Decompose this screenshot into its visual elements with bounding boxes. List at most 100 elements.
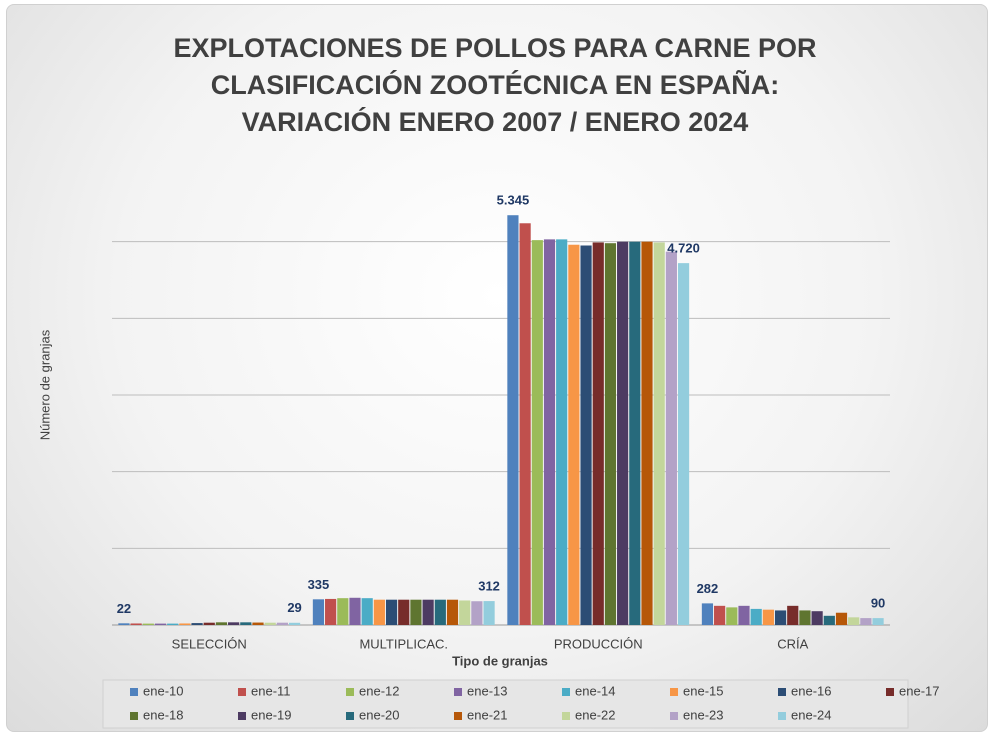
bar: [726, 607, 738, 625]
legend-label: ene-22: [575, 707, 615, 722]
x-tick-label: SELECCIÓN: [172, 636, 247, 651]
legend-swatch: [130, 712, 138, 720]
bar: [823, 615, 835, 625]
bar: [774, 610, 787, 625]
bar: [762, 609, 774, 625]
bar: [130, 623, 142, 625]
bar: [191, 623, 203, 625]
bar: [714, 605, 726, 625]
legend-swatch: [238, 688, 246, 696]
bar: [483, 601, 495, 625]
legend-label: ene-20: [359, 707, 399, 722]
bar: [701, 603, 714, 625]
data-label: 90: [871, 596, 885, 611]
bar: [398, 599, 410, 625]
legend-label: ene-13: [467, 683, 507, 698]
legend-label: ene-17: [899, 683, 939, 698]
legend-label: ene-10: [143, 683, 183, 698]
legend-label: ene-15: [683, 683, 723, 698]
bar: [288, 622, 301, 625]
data-label: 5.345: [497, 193, 530, 208]
bar: [264, 622, 276, 625]
bar: [325, 598, 337, 625]
bar: [580, 245, 592, 625]
data-label: 312: [478, 579, 500, 594]
bar: [228, 622, 240, 625]
legend-swatch: [778, 688, 786, 696]
x-tick-label: CRÍA: [777, 636, 808, 651]
chart-card: [6, 4, 988, 732]
legend-swatch: [346, 712, 354, 720]
y-axis-label: Número de granjas: [37, 329, 52, 440]
bar: [349, 597, 361, 625]
bar: [422, 599, 434, 625]
bar: [665, 251, 677, 625]
bar: [118, 623, 130, 625]
legend-swatch: [454, 712, 462, 720]
legend-swatch: [346, 688, 354, 696]
bar: [750, 608, 762, 625]
bar: [738, 605, 750, 625]
bar: [543, 239, 556, 625]
x-tick-label: MULTIPLICAC.: [359, 636, 448, 651]
legend-label: ene-11: [251, 683, 291, 698]
bar: [848, 617, 860, 625]
x-tick-label: PRODUCCIÓN: [554, 636, 643, 651]
bar: [872, 618, 884, 625]
bar: [252, 622, 264, 625]
bar: [860, 618, 872, 625]
data-label: 282: [697, 581, 719, 596]
x-axis-label: Tipo de granjas: [452, 653, 548, 668]
bar: [592, 242, 604, 625]
legend-swatch: [130, 688, 138, 696]
bar: [799, 610, 811, 625]
bar: [410, 599, 422, 625]
legend-label: ene-24: [791, 707, 831, 722]
bar: [604, 243, 617, 625]
legend-swatch: [562, 712, 570, 720]
bar: [677, 263, 690, 625]
legend-swatch: [670, 688, 678, 696]
bar: [519, 223, 531, 625]
legend-label: ene-19: [251, 707, 291, 722]
legend-swatch: [778, 712, 786, 720]
bar: [312, 599, 325, 625]
bar: [531, 240, 543, 625]
bar: [507, 215, 519, 625]
bar: [835, 612, 848, 625]
data-label: 4.720: [667, 241, 700, 256]
legend-swatch: [454, 688, 462, 696]
legend-label: ene-18: [143, 707, 183, 722]
legend-label: ene-16: [791, 683, 831, 698]
bar: [568, 244, 580, 625]
legend-label: ene-12: [359, 683, 399, 698]
legend-label: ene-23: [683, 707, 723, 722]
bar: [446, 599, 459, 625]
legend-swatch: [238, 712, 246, 720]
chart-title: EXPLOTACIONES DE POLLOS PARA CARNE POR C…: [173, 33, 817, 137]
bar: [434, 599, 446, 625]
bar: [653, 242, 665, 625]
bar: [373, 599, 385, 625]
data-label: 335: [308, 577, 330, 592]
bar: [629, 241, 641, 625]
bar: [142, 623, 154, 625]
bar: [240, 622, 252, 625]
bar: [617, 241, 629, 625]
bar: [167, 623, 179, 625]
bar: [203, 622, 215, 625]
bar: [787, 605, 799, 625]
bar: [276, 622, 288, 625]
bar: [459, 600, 471, 625]
legend-box: [102, 679, 909, 729]
bar: [179, 623, 191, 625]
bar: [641, 241, 653, 625]
bar: [811, 611, 823, 625]
bar: [361, 598, 373, 625]
bar: [385, 599, 398, 625]
legend-swatch: [886, 688, 894, 696]
bar: [215, 622, 228, 625]
bar: [337, 598, 349, 625]
